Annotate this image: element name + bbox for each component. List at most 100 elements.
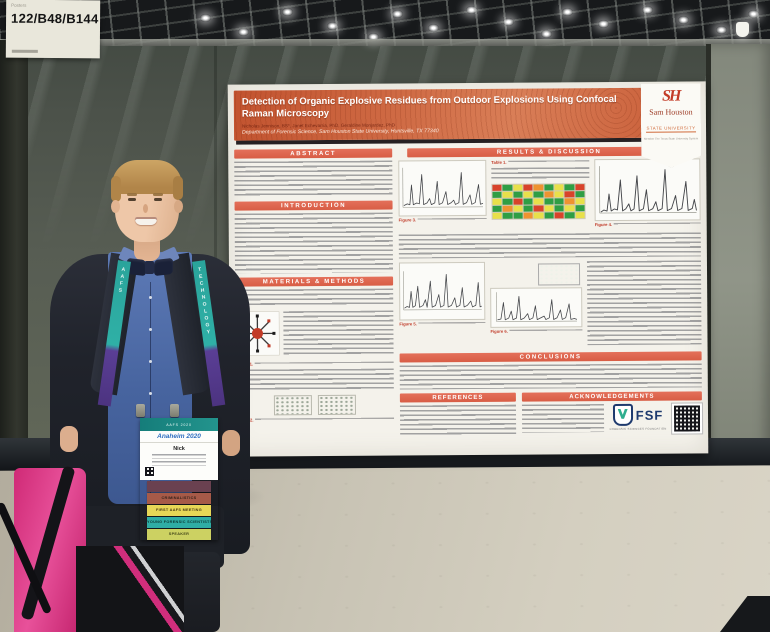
heatmap-cell bbox=[554, 198, 564, 205]
poster-left-column: ABSTRACT INTRODUCTION MATERIALS & METHOD… bbox=[234, 148, 395, 441]
poster-title-band: Detection of Organic Explosive Residues … bbox=[233, 87, 701, 141]
heatmap-cell bbox=[564, 198, 575, 205]
heatmap-cell bbox=[492, 198, 502, 205]
badge-qr-code bbox=[144, 466, 155, 477]
fsf-shield-icon bbox=[612, 403, 633, 426]
acknowledgements-section: ACKNOWLEDGEMENTS FSF FORENSIC SCIENCES F… bbox=[521, 391, 704, 438]
badge-detail-line bbox=[151, 454, 207, 459]
heatmap-cell bbox=[513, 191, 523, 198]
introduction-text bbox=[234, 212, 394, 274]
poster-right-column: RESULTS & DISCUSSION Figure 3. Table 1. bbox=[398, 146, 704, 439]
heatmap-cell bbox=[575, 205, 585, 212]
heatmap-cell bbox=[502, 184, 513, 191]
heatmap-cell bbox=[523, 198, 533, 205]
micrograph-thumbnail bbox=[273, 395, 313, 416]
figure-2-caption bbox=[255, 417, 395, 422]
eye bbox=[128, 198, 136, 201]
exhibit-hall-ceiling bbox=[0, 0, 770, 46]
fsf-logo: FSF FORENSIC SCIENCES FOUNDATION bbox=[609, 403, 667, 431]
university-subname: STATE UNIVERSITY bbox=[646, 125, 696, 131]
badge-ribbon bbox=[147, 481, 211, 492]
poster-tube-bag bbox=[0, 465, 86, 632]
aisle-sign: Posters 122/B48/B144 bbox=[5, 0, 101, 59]
figure-6-label: Figure 6. bbox=[490, 328, 508, 334]
truss-rail bbox=[0, 39, 770, 46]
heatmap-cell bbox=[492, 205, 502, 212]
heatmap-cell bbox=[492, 184, 502, 191]
ceiling-light bbox=[428, 24, 439, 32]
ceiling-light bbox=[238, 28, 249, 36]
sign-label: Posters bbox=[11, 2, 27, 8]
badge-detail-line bbox=[151, 461, 207, 466]
hair bbox=[111, 160, 183, 202]
heatmap-cell bbox=[502, 198, 513, 205]
figure-5-caption bbox=[418, 321, 486, 326]
ear bbox=[174, 200, 183, 213]
heatmap-cell bbox=[575, 198, 585, 205]
heatmap-cell bbox=[533, 184, 544, 191]
ceiling-light bbox=[466, 6, 477, 14]
university-tagline: Member The Texas State University System bbox=[643, 136, 699, 141]
heatmap-cell bbox=[533, 212, 544, 219]
side-wall-panel bbox=[706, 44, 770, 470]
heatmap-cell bbox=[533, 205, 544, 212]
introduction-header: INTRODUCTION bbox=[234, 200, 393, 211]
heatmap-cell bbox=[544, 212, 554, 219]
results-text bbox=[398, 232, 701, 259]
heatmap-cell bbox=[533, 198, 544, 205]
table-1-label: Table 1. bbox=[491, 159, 507, 165]
university-name: Sam Houston bbox=[649, 107, 693, 117]
badge-name: Nick bbox=[173, 446, 185, 452]
ceiling-light bbox=[200, 14, 211, 22]
figure-5-label: Figure 5. bbox=[399, 321, 417, 327]
badge-ribbon: FIRST AAFS MEETING bbox=[147, 505, 211, 516]
heatmap-cell bbox=[523, 191, 533, 198]
badge-ribbon: SPEAKER bbox=[147, 529, 211, 540]
ceiling-light bbox=[598, 20, 609, 28]
heatmap-cell bbox=[575, 191, 585, 198]
eye bbox=[154, 198, 162, 201]
booth-number: 122/B48/B144 bbox=[11, 10, 99, 27]
heatmap-cell bbox=[502, 191, 513, 198]
figure-4-caption bbox=[614, 222, 701, 226]
heatmap-cell bbox=[575, 184, 585, 191]
heatmap-cell bbox=[523, 184, 533, 191]
heatmap-cell bbox=[513, 205, 523, 212]
lanyard-clip bbox=[170, 404, 179, 417]
badge-name-card: Nick bbox=[140, 442, 218, 480]
heatmap-cell bbox=[492, 191, 502, 198]
confocal-micrograph bbox=[537, 263, 581, 286]
figure-6-caption bbox=[509, 329, 583, 333]
figure-1-caption bbox=[255, 361, 394, 366]
badge-logo-text: Anaheim 2020 bbox=[140, 431, 218, 442]
poster-title: Detection of Organic Explosive Residues … bbox=[241, 93, 617, 120]
ceiling-light bbox=[678, 16, 689, 24]
abstract-text bbox=[234, 160, 393, 198]
lanyard-clip bbox=[136, 404, 145, 417]
acknowledgements-text bbox=[521, 404, 605, 433]
heatmap-cell bbox=[564, 212, 575, 219]
heatmap-cell bbox=[554, 191, 564, 198]
qr-code bbox=[670, 402, 704, 435]
conclusions-text bbox=[399, 363, 702, 390]
badge-ribbon: YOUNG FORENSIC SCIENTISTS bbox=[147, 517, 211, 528]
conclusions-header: CONCLUSIONS bbox=[399, 351, 702, 363]
ceiling-light bbox=[327, 22, 338, 30]
booth-frame-left bbox=[0, 40, 28, 470]
heatmap-cell bbox=[554, 184, 564, 191]
research-poster: Detection of Organic Explosive Residues … bbox=[227, 81, 709, 457]
methods-text bbox=[283, 310, 394, 356]
heatmap-cell bbox=[564, 184, 575, 191]
abstract-header: ABSTRACT bbox=[234, 148, 393, 159]
ceiling-light bbox=[368, 33, 379, 41]
heatmap-cell bbox=[533, 191, 544, 198]
sign-fine-print bbox=[11, 49, 38, 53]
heatmap-cell bbox=[513, 184, 523, 191]
wall-panel-seam bbox=[214, 46, 217, 438]
wall-lamp bbox=[736, 22, 749, 37]
ceiling-light bbox=[392, 10, 403, 18]
ceiling-light bbox=[282, 8, 293, 16]
methods-header: MATERIALS & METHODS bbox=[235, 276, 394, 287]
table-1-caption bbox=[508, 160, 590, 164]
